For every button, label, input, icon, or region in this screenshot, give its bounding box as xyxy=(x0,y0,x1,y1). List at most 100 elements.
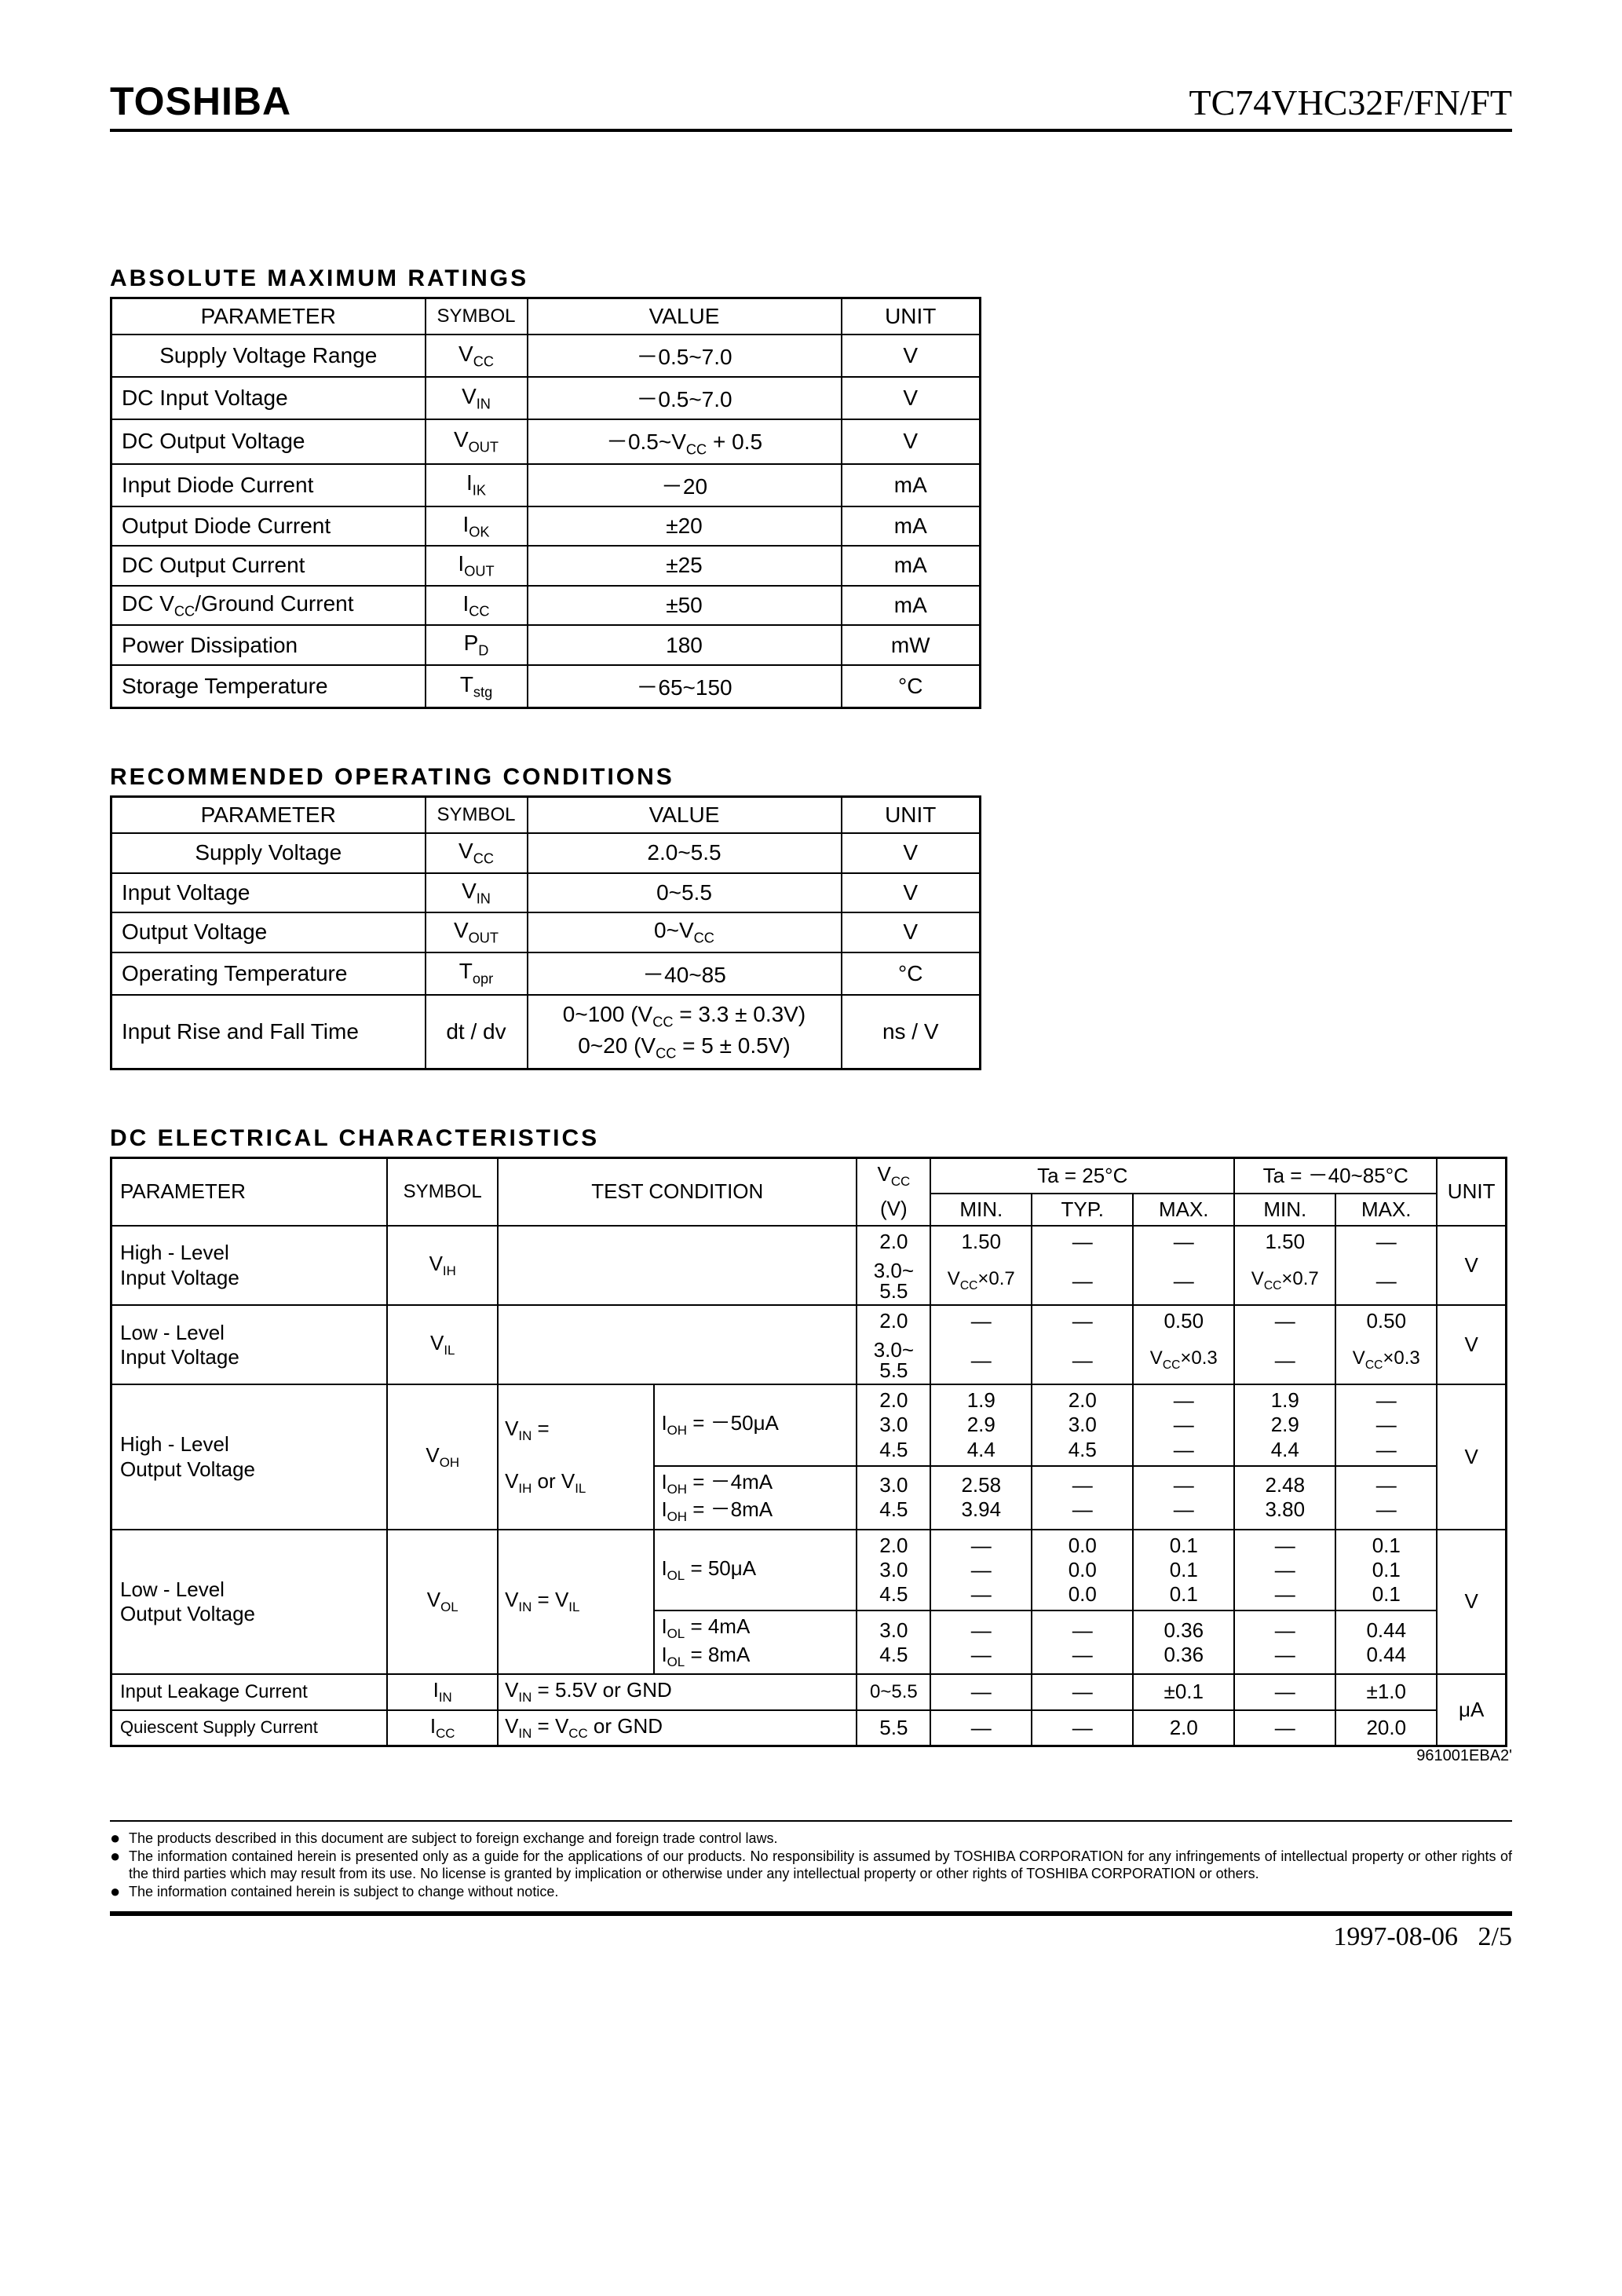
col-unit: UNIT xyxy=(1437,1158,1506,1226)
cell: 2.0 xyxy=(1133,1710,1234,1746)
table-row-param: Input Diode Current xyxy=(111,464,426,506)
table-row-val: ±20 xyxy=(528,506,842,547)
table-row-sym: VOUT xyxy=(426,419,528,464)
col-rmin: MIN. xyxy=(1234,1194,1335,1226)
cell: ——— xyxy=(930,1530,1032,1611)
cell: VIN = VIL xyxy=(498,1530,654,1675)
cell: 2.0 xyxy=(857,1226,930,1257)
col-vcc: VCC xyxy=(857,1158,930,1194)
footnote-item: ●The information contained herein is pre… xyxy=(110,1848,1512,1883)
table-row-param: Operating Temperature xyxy=(111,952,426,995)
cell: 2.483.80 xyxy=(1234,1466,1335,1530)
cell: — xyxy=(1032,1226,1133,1257)
bullet-icon: ● xyxy=(110,1883,129,1901)
table-row-sym: VOUT xyxy=(426,912,528,952)
vol-sym: VOL xyxy=(387,1530,498,1675)
cell: ——— xyxy=(1234,1530,1335,1611)
cell: — xyxy=(930,1674,1032,1709)
cell: 5.5 xyxy=(857,1710,930,1746)
vol-param: Low - LevelOutput Voltage xyxy=(111,1530,388,1675)
cell: — xyxy=(1335,1257,1437,1305)
table-row-param: Input Rise and Fall Time xyxy=(111,995,426,1069)
cell: 20.0 xyxy=(1335,1710,1437,1746)
cell: VIN = 5.5V or GND xyxy=(498,1674,857,1709)
col-max: MAX. xyxy=(1133,1194,1234,1226)
cell: 0.360.36 xyxy=(1133,1610,1234,1674)
cell: — xyxy=(1032,1336,1133,1384)
iin-sym: IIN xyxy=(387,1674,498,1709)
cell: 0.50 xyxy=(1133,1305,1234,1336)
cell: VCC×0.3 xyxy=(1133,1336,1234,1384)
table-row-unit: °C xyxy=(842,665,981,708)
col-typ: TYP. xyxy=(1032,1194,1133,1226)
cell: —— xyxy=(1032,1610,1133,1674)
cell: IOL = 50μA xyxy=(654,1530,857,1611)
bullet-icon: ● xyxy=(110,1830,129,1848)
table-row-val: －0.5~7.0 xyxy=(528,335,842,377)
footnote-item: ●The products described in this document… xyxy=(110,1830,1512,1848)
cell: V xyxy=(1437,1305,1506,1384)
section-dc-elec-title: DC ELECTRICAL CHARACTERISTICS xyxy=(110,1125,1512,1152)
table-row-val: －0.5~VCC + 0.5 xyxy=(528,419,842,464)
col-parameter: PARAMETER xyxy=(111,298,426,335)
table-row-unit: mA xyxy=(842,586,981,626)
vil-param: Low - LevelInput Voltage xyxy=(111,1305,388,1384)
table-row-param: Output Voltage xyxy=(111,912,426,952)
table-row-unit: mW xyxy=(842,625,981,665)
cell: 0.50 xyxy=(1335,1305,1437,1336)
cell: 1.92.94.4 xyxy=(930,1384,1032,1466)
cell: 1.92.94.4 xyxy=(1234,1384,1335,1466)
table-row-val: ±25 xyxy=(528,546,842,586)
table-row-unit: V xyxy=(842,912,981,952)
table-row-sym: VIN xyxy=(426,873,528,913)
cell: 0.00.00.0 xyxy=(1032,1530,1133,1611)
table-row-val: －65~150 xyxy=(528,665,842,708)
page-footer: 1997-08-06 2/5 xyxy=(110,1922,1512,1952)
col-parameter: PARAMETER xyxy=(111,1158,388,1226)
table-row-unit: V xyxy=(842,335,981,377)
cell: V xyxy=(1437,1530,1506,1675)
table-row-unit: V xyxy=(842,377,981,419)
cell: — xyxy=(1234,1305,1335,1336)
table-row-val: 2.0~5.5 xyxy=(528,833,842,873)
table-row-unit: V xyxy=(842,873,981,913)
cell: 3.0~5.5 xyxy=(857,1336,930,1384)
cell: ±1.0 xyxy=(1335,1674,1437,1709)
footnote-item: ●The information contained herein is sub… xyxy=(110,1883,1512,1901)
table-row-sym: VIN xyxy=(426,377,528,419)
cell: VCC×0.3 xyxy=(1335,1336,1437,1384)
col-ta-range: Ta = －40~85°C xyxy=(1234,1158,1437,1194)
cell: 2.03.04.5 xyxy=(857,1384,930,1466)
table-row-val: －40~85 xyxy=(528,952,842,995)
col-symbol: SYMBOL xyxy=(426,298,528,335)
table-row-sym: IOK xyxy=(426,506,528,547)
table-row-unit: °C xyxy=(842,952,981,995)
cell: IOL = 4mAIOL = 8mA xyxy=(654,1610,857,1674)
table-row-val: －0.5~7.0 xyxy=(528,377,842,419)
col-unit: UNIT xyxy=(842,796,981,833)
cell: — xyxy=(1335,1226,1437,1257)
cell: 1.50 xyxy=(1234,1226,1335,1257)
doc-code: 961001EBA2' xyxy=(110,1747,1512,1765)
icc-sym: ICC xyxy=(387,1710,498,1746)
section-abs-max-title: ABSOLUTE MAXIMUM RATINGS xyxy=(110,265,1512,292)
table-row-sym: VCC xyxy=(426,335,528,377)
cell: —— xyxy=(1032,1466,1133,1530)
vil-sym: VIL xyxy=(387,1305,498,1384)
cell: ——— xyxy=(1133,1384,1234,1466)
col-unit: UNIT xyxy=(842,298,981,335)
icc-param: Quiescent Supply Current xyxy=(111,1710,388,1746)
table-row-sym: Topr xyxy=(426,952,528,995)
table-row-val: 0~100 (VCC = 3.3 ± 0.3V)0~20 (VCC = 5 ± … xyxy=(528,995,842,1069)
cell: —— xyxy=(930,1610,1032,1674)
cell: — xyxy=(930,1336,1032,1384)
col-symbol: SYMBOL xyxy=(387,1158,498,1226)
table-row-param: Input Voltage xyxy=(111,873,426,913)
table-row-unit: V xyxy=(842,419,981,464)
table-row-param: DC Output Voltage xyxy=(111,419,426,464)
cell: 3.04.5 xyxy=(857,1610,930,1674)
cell: VCC×0.7 xyxy=(1234,1257,1335,1305)
cell: VIN = VCC or GND xyxy=(498,1710,857,1746)
table-rec-op: PARAMETER SYMBOL VALUE UNIT Supply Volta… xyxy=(110,795,981,1070)
table-row-sym: IOUT xyxy=(426,546,528,586)
